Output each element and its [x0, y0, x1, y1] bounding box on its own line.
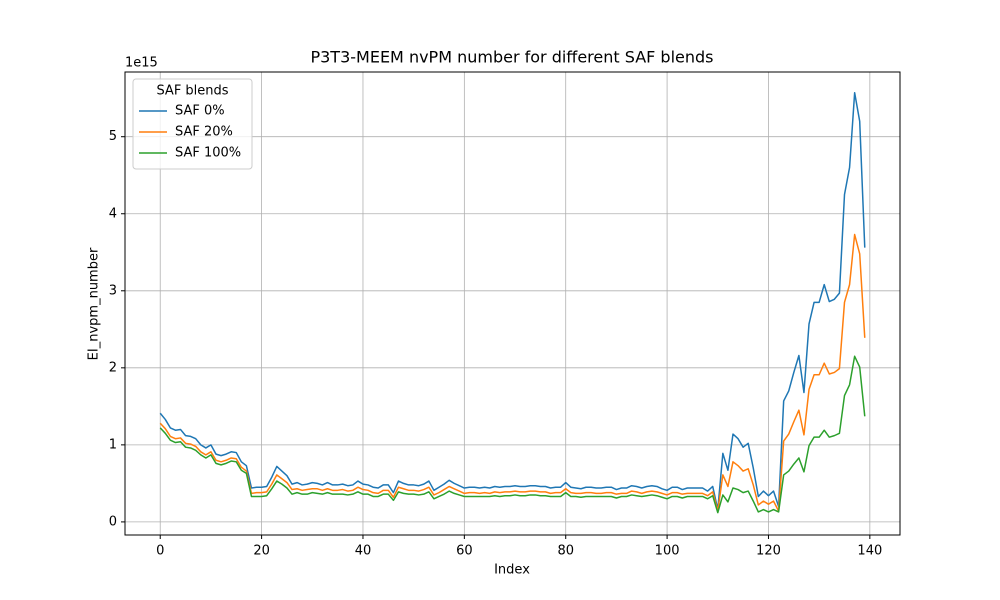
plot-frame — [124, 71, 901, 536]
legend-label: SAF 100% — [175, 146, 241, 161]
y-tick-label: 3 — [109, 283, 117, 298]
x-tick-label: 60 — [456, 544, 473, 559]
y-offset-text: 1e15 — [125, 56, 158, 71]
x-tick-label: 40 — [355, 544, 372, 559]
series-line — [159, 233, 866, 512]
x-axis-label: Index — [494, 563, 530, 578]
legend-label: SAF 20% — [175, 125, 233, 140]
chart-title: P3T3-MEEM nvPM number for different SAF … — [310, 48, 713, 67]
y-tick-label: 0 — [109, 514, 117, 529]
y-tick-label: 4 — [109, 206, 117, 221]
x-tick-label: 80 — [557, 544, 574, 559]
x-tick-label: 0 — [156, 544, 164, 559]
legend-title: SAF blends — [156, 84, 228, 99]
y-axis-label: EI_nvpm_number — [87, 247, 102, 360]
y-tick-label: 2 — [109, 360, 117, 375]
series-line — [159, 92, 866, 511]
y-tick-label: 1 — [109, 437, 117, 452]
x-tick-label: 120 — [756, 544, 781, 559]
y-tick-label: 5 — [109, 129, 117, 144]
x-tick-label: 140 — [857, 544, 882, 559]
series-line — [159, 355, 866, 514]
x-tick-label: 20 — [253, 544, 270, 559]
x-tick-label: 100 — [655, 544, 680, 559]
legend-label: SAF 0% — [175, 104, 225, 119]
legend-box — [132, 78, 253, 170]
